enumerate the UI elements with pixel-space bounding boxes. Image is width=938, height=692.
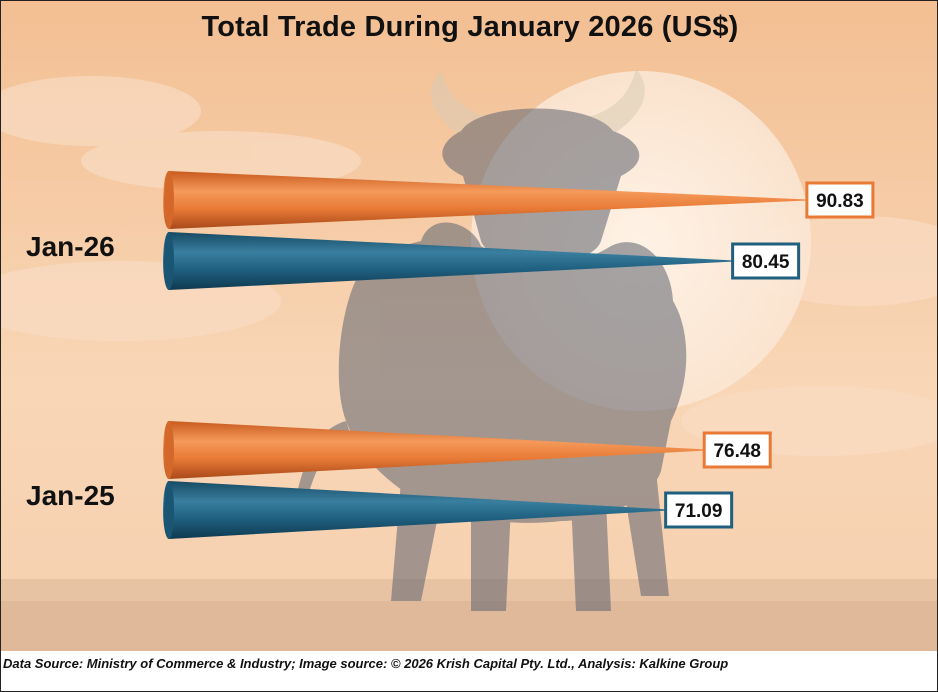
cone-base-jan-25-series-1 xyxy=(164,421,174,479)
cone-bar-jan-26-series-2 xyxy=(163,232,745,290)
cone-bar-jan-26-series-1 xyxy=(163,171,819,229)
category-label-jan-26: Jan-26 xyxy=(26,231,115,262)
cone-bar-jan-25-series-1 xyxy=(163,421,717,479)
data-label-box-jan-26-series-1 xyxy=(805,181,875,219)
data-label-box-jan-26-series-2 xyxy=(731,242,801,280)
data-label-jan-26-series-2: 80.45 xyxy=(742,252,790,273)
cone-base-jan-26-series-1 xyxy=(164,171,174,229)
data-label-jan-25-series-2: 71.09 xyxy=(675,501,723,522)
data-label-box-jan-25-series-1 xyxy=(702,431,772,469)
cone-base-jan-26-series-2 xyxy=(164,232,174,290)
data-source-footnote: Data Source: Ministry of Commerce & Indu… xyxy=(3,656,729,671)
data-label-jan-26-series-1: 90.83 xyxy=(816,191,864,212)
category-label-jan-25: Jan-25 xyxy=(26,480,115,511)
chart-title: Total Trade During January 2026 (US$) xyxy=(201,11,739,43)
data-label-box-jan-25-series-2 xyxy=(664,491,734,529)
cone-base-jan-25-series-2 xyxy=(164,481,174,539)
data-label-jan-25-series-1: 76.48 xyxy=(713,441,761,462)
cone-bar-jan-25-series-2 xyxy=(163,481,678,539)
